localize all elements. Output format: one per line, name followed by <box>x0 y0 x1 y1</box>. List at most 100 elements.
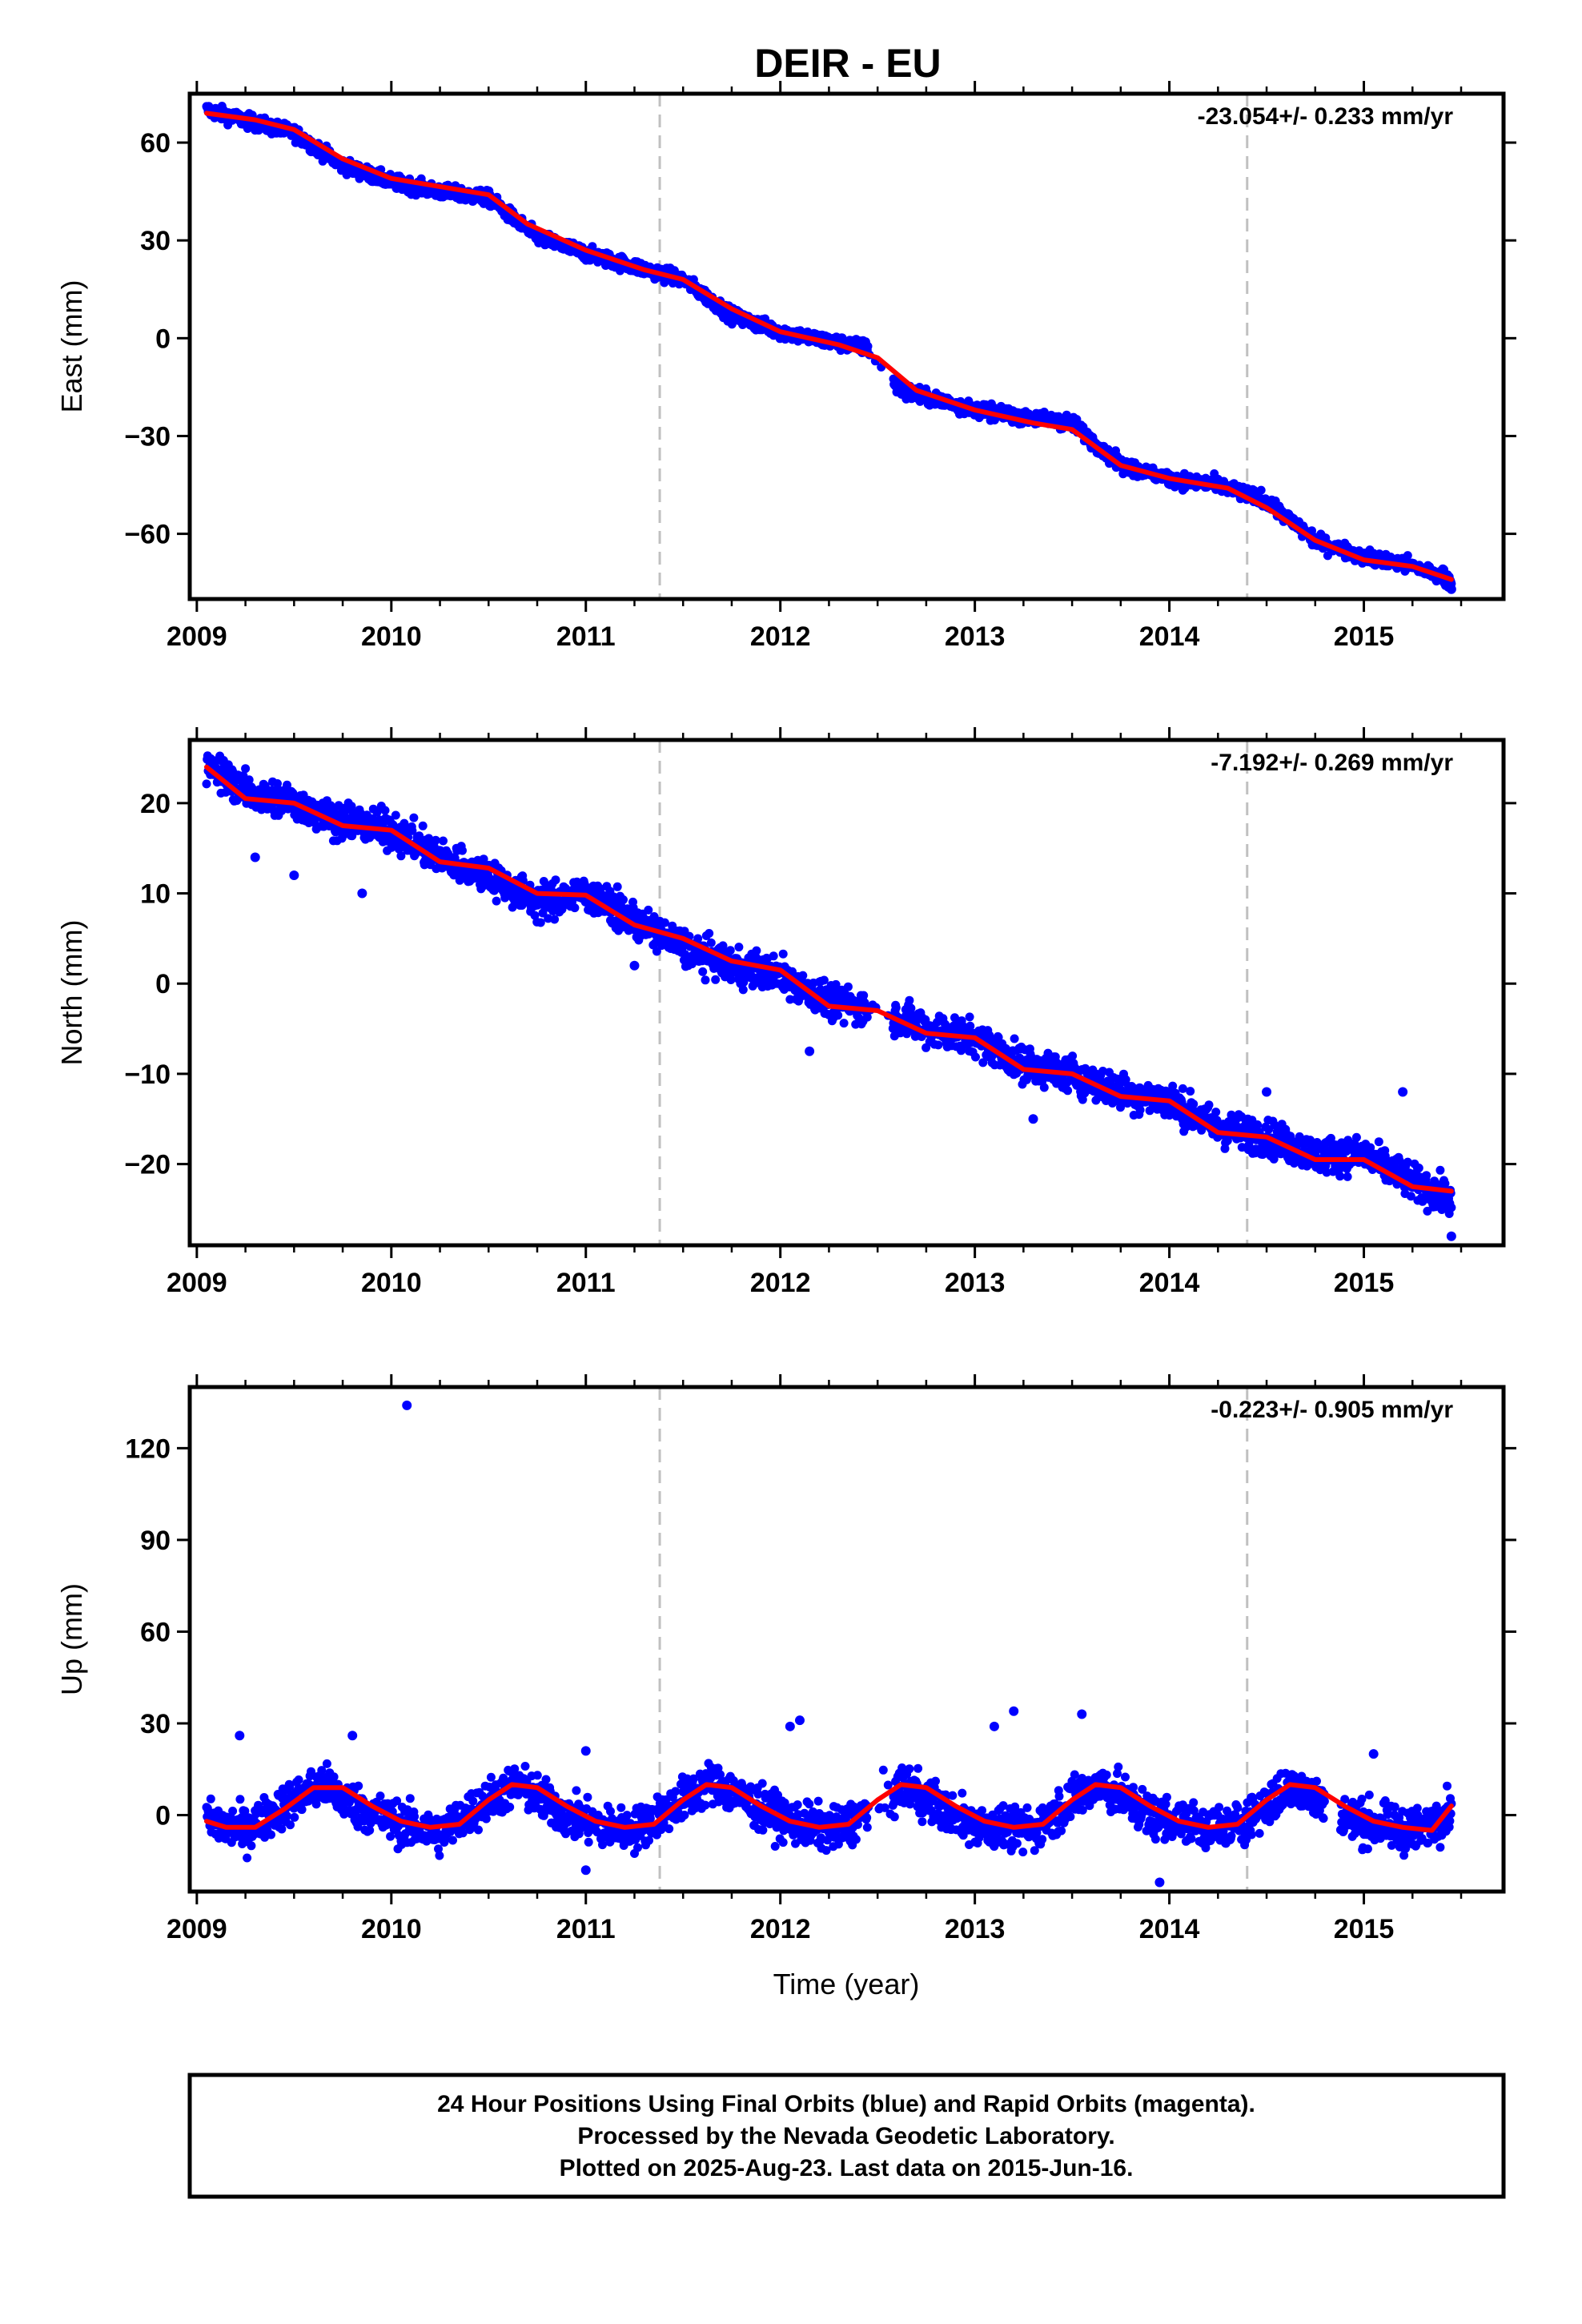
data-point-north <box>1374 1137 1383 1147</box>
data-point-north <box>966 1021 975 1031</box>
data-point-north <box>536 918 545 927</box>
velocity-label-east: -23.054+/- 0.233 mm/yr <box>1198 103 1454 130</box>
data-point-up <box>228 1807 238 1815</box>
data-point-north <box>706 938 716 947</box>
data-point-north <box>380 806 390 815</box>
data-point-north <box>1189 1100 1199 1109</box>
y-tick-label-north: 20 <box>140 789 171 819</box>
data-point-north <box>994 1032 1003 1042</box>
data-point-north <box>769 951 778 961</box>
data-point-north <box>530 911 540 920</box>
data-point-north <box>1168 1081 1178 1091</box>
data-point-north <box>1121 1075 1130 1084</box>
plot-content-north <box>202 740 1456 1245</box>
data-point-north <box>738 985 748 995</box>
data-point-up <box>290 1812 299 1822</box>
x-tick-label-east: 2010 <box>361 621 422 652</box>
data-point-east <box>863 341 873 351</box>
y-tick-label-north: −10 <box>124 1059 171 1090</box>
data-point-north <box>202 779 211 789</box>
data-point-north <box>1403 1157 1412 1167</box>
data-point-north <box>718 941 728 951</box>
outlier-point-north <box>1398 1087 1408 1097</box>
data-point-north <box>396 851 406 861</box>
data-point-north <box>1414 1164 1423 1172</box>
data-point-up <box>206 1794 215 1803</box>
data-point-north <box>1422 1171 1431 1180</box>
x-tick-label-east: 2013 <box>945 621 1006 652</box>
outlier-point-north <box>1028 1114 1038 1124</box>
y-tick-label-east: 30 <box>140 226 171 256</box>
x-tick-label-north: 2009 <box>167 1268 227 1298</box>
outlier-point-east <box>892 382 902 392</box>
data-point-north <box>1447 1203 1456 1212</box>
data-point-north <box>1440 1179 1450 1188</box>
x-tick-label-north: 2011 <box>556 1268 616 1298</box>
data-point-north <box>431 835 440 845</box>
data-point-up <box>283 1811 291 1821</box>
fit-line-east <box>204 111 1454 582</box>
data-point-up <box>307 1767 315 1776</box>
data-point-north <box>439 836 448 846</box>
data-point-north <box>1253 1120 1263 1129</box>
outlier-point-north <box>1262 1087 1272 1097</box>
data-point-north <box>1395 1156 1404 1166</box>
figure-title: DEIR - EU <box>754 41 941 86</box>
data-point-east <box>1403 551 1412 561</box>
data-point-north <box>372 807 382 817</box>
data-point-north <box>418 821 428 830</box>
y-tick-label-east: −30 <box>124 421 171 452</box>
data-point-up <box>285 1782 295 1791</box>
outlier-point-north <box>289 870 299 881</box>
data-point-north <box>957 1046 966 1055</box>
data-point-north <box>1010 1034 1019 1043</box>
y-tick-label-east: 0 <box>155 324 171 354</box>
plot-content-up <box>202 1387 1456 1892</box>
x-tick-label-east: 2011 <box>556 621 616 652</box>
data-point-north <box>1227 1110 1236 1120</box>
data-point-north <box>479 854 488 864</box>
data-point-north <box>241 764 251 774</box>
data-point-north <box>1343 1172 1352 1181</box>
outlier-point-north <box>357 888 367 899</box>
data-point-north <box>1068 1051 1078 1061</box>
data-point-up <box>243 1853 252 1863</box>
data-point-north <box>1063 1086 1073 1096</box>
data-point-north <box>1186 1087 1195 1096</box>
data-point-north <box>283 780 291 790</box>
data-point-north <box>1286 1132 1295 1141</box>
x-tick-label-north: 2012 <box>750 1268 811 1298</box>
data-point-north <box>409 813 419 822</box>
x-tick-label-east: 2014 <box>1139 621 1200 652</box>
fit-line-north <box>204 764 1454 1194</box>
data-point-north <box>1135 1105 1145 1115</box>
y-tick-label-east: −60 <box>124 520 171 550</box>
data-point-north <box>798 971 808 980</box>
y-tick-label-north: −20 <box>124 1150 171 1180</box>
data-point-north <box>906 1003 916 1013</box>
data-point-north <box>859 991 869 1000</box>
data-point-north <box>819 975 829 985</box>
data-point-up <box>240 1807 250 1815</box>
data-point-north <box>752 946 761 955</box>
data-point-north <box>458 846 467 855</box>
data-point-north <box>862 1012 872 1022</box>
data-point-north <box>644 905 653 915</box>
data-point-north <box>612 882 622 891</box>
data-point-north <box>619 895 628 904</box>
data-point-north <box>725 946 735 955</box>
data-point-north <box>971 1052 980 1062</box>
data-point-north <box>698 967 708 976</box>
data-point-north <box>660 918 669 927</box>
data-point-north <box>705 929 714 938</box>
y-tick-label-north: 10 <box>140 879 171 910</box>
y-tick-label-north: 0 <box>155 969 171 999</box>
data-point-north <box>711 975 721 984</box>
panel-north: 2009 2010 2011 2012 2013 2014 2015−20−1001020N… <box>55 727 1516 1298</box>
data-point-north <box>1322 1168 1331 1177</box>
y-axis-label-north: North (mm) <box>55 920 88 1066</box>
data-point-north <box>934 1040 943 1050</box>
data-point-north <box>1145 1106 1154 1116</box>
outlier-point-north <box>629 960 640 971</box>
